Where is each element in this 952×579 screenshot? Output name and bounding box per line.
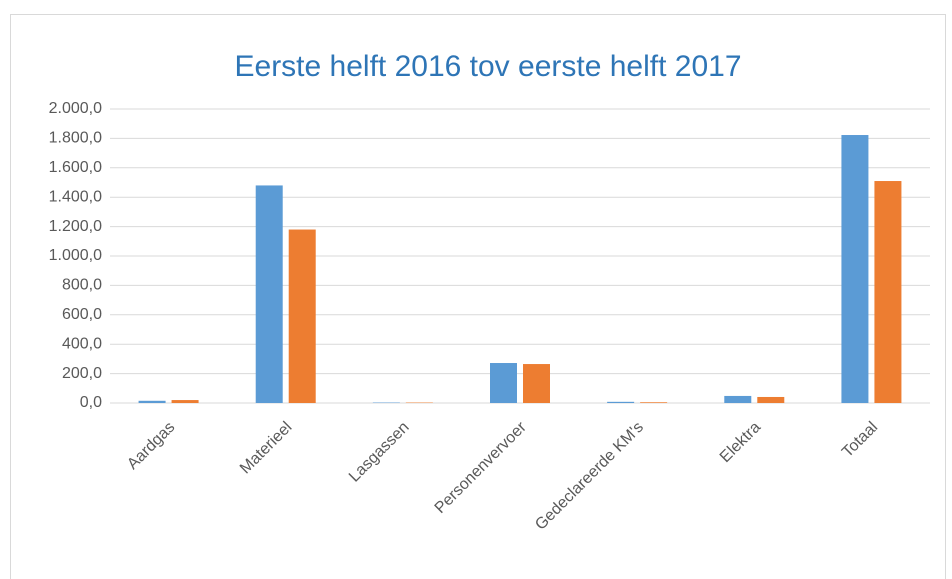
y-tick-label: 1.000,0 <box>49 247 102 264</box>
chart-title: Eerste helft 2016 tov eerste helft 2017 <box>235 50 742 83</box>
y-tick-label: 600,0 <box>62 306 102 323</box>
y-tick-label: 800,0 <box>62 277 102 294</box>
bar <box>757 396 785 403</box>
y-tick-label: 1.200,0 <box>49 218 102 235</box>
bar <box>490 363 517 403</box>
y-tick-label: 0,0 <box>80 394 102 411</box>
bar <box>724 395 752 403</box>
y-tick-label: 2.000,0 <box>49 100 102 117</box>
y-tick-label: 200,0 <box>62 365 102 382</box>
bar <box>640 402 668 403</box>
bar <box>171 400 199 403</box>
y-tick-label: 1.400,0 <box>49 188 102 205</box>
bar <box>841 135 869 404</box>
bar <box>874 181 902 403</box>
y-tick-label: 400,0 <box>62 335 102 352</box>
bar <box>138 400 166 403</box>
bar <box>607 401 635 403</box>
bar <box>523 364 550 403</box>
bar <box>255 185 283 403</box>
y-tick-label: 1.800,0 <box>49 130 102 147</box>
chart-border <box>10 14 946 579</box>
bar <box>288 229 316 403</box>
y-tick-label: 1.600,0 <box>49 159 102 176</box>
